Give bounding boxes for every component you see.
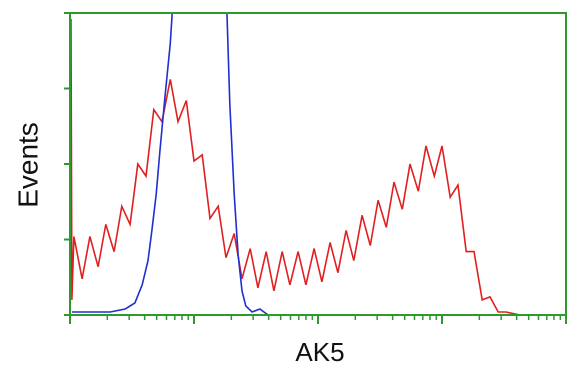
histogram-line <box>71 13 290 315</box>
histogram-line <box>70 18 566 315</box>
x-axis-label: AK5 <box>295 337 344 367</box>
plot-frame <box>69 12 567 316</box>
y-axis-label: Events <box>12 122 43 208</box>
plot-area <box>70 13 566 315</box>
